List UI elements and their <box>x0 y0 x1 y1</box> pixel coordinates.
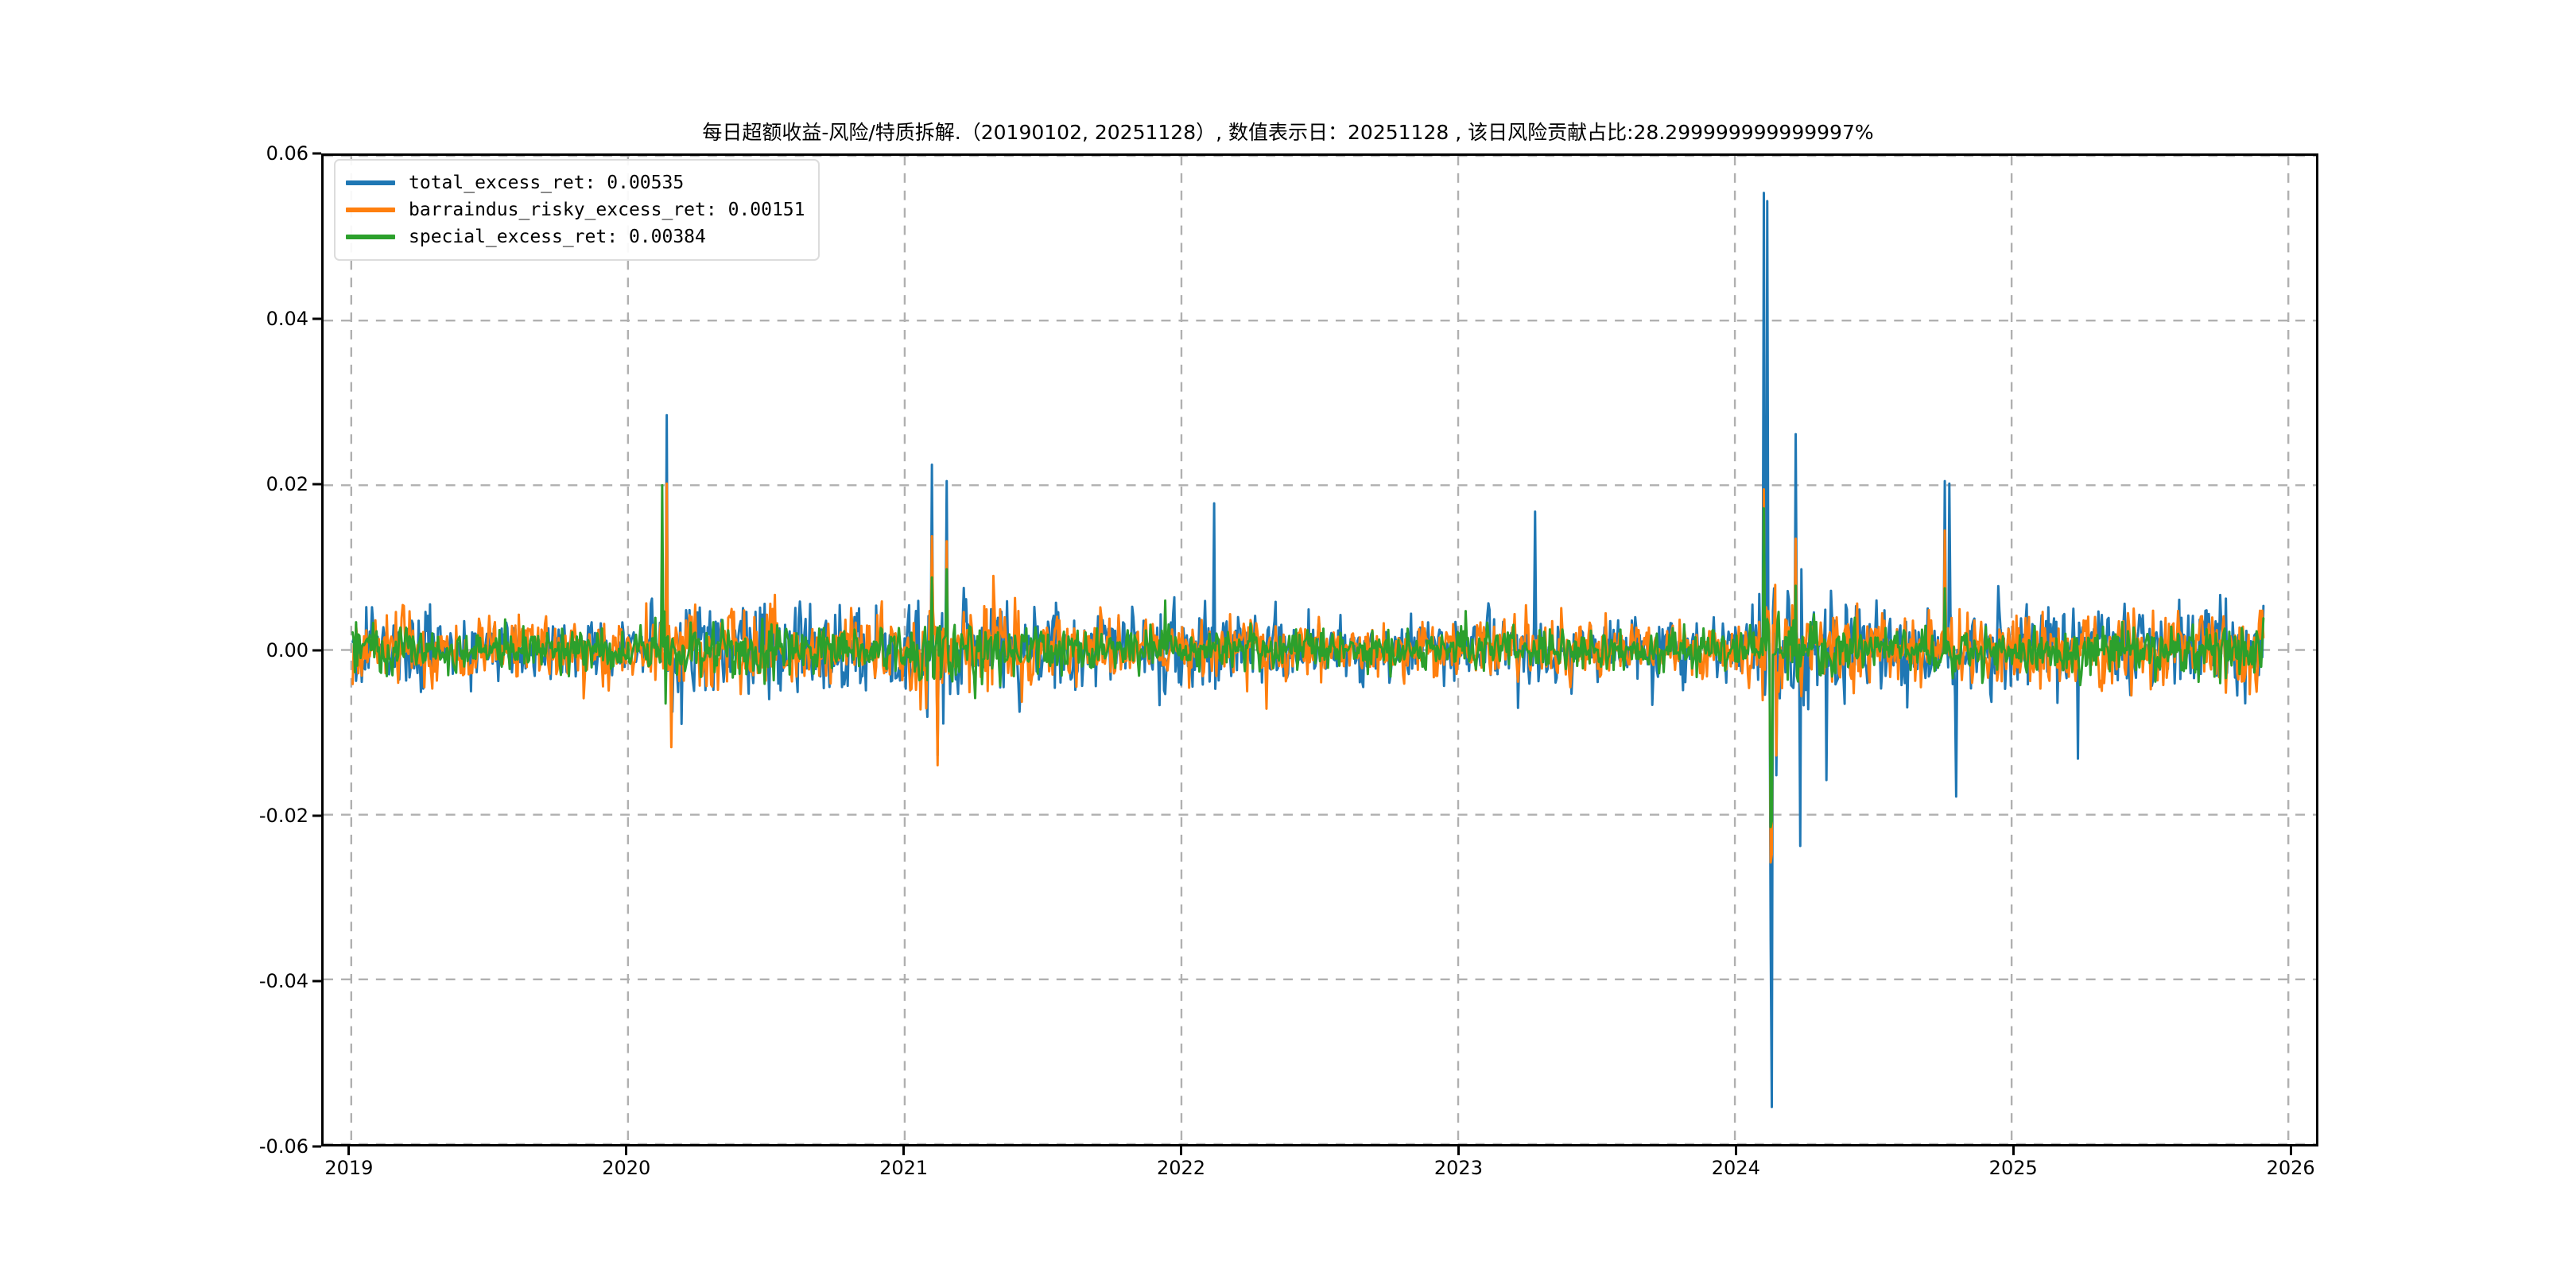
x-tick-mark <box>347 1146 351 1155</box>
y-tick-label: 0.04 <box>266 308 308 331</box>
legend-item-special_excess_ret: special_excess_ret: 0.00384 <box>346 223 805 250</box>
x-tick-label: 2021 <box>879 1157 929 1179</box>
x-tick-label: 2024 <box>1711 1157 1760 1179</box>
y-tick-mark <box>312 814 321 817</box>
x-tick-mark <box>2012 1146 2015 1155</box>
x-tick-label: 2019 <box>324 1157 374 1179</box>
legend-label-total_excess_ret: total_excess_ret: 0.00535 <box>409 173 685 193</box>
legend-label-barraindus_risky_excess_ret: barraindus_risky_excess_ret: 0.00151 <box>409 200 805 220</box>
y-tick-label: -0.04 <box>258 969 308 992</box>
y-tick-label: 0.00 <box>266 638 308 661</box>
x-tickmark-layer <box>321 1146 2318 1155</box>
series-lines <box>351 192 2265 1108</box>
legend-swatch-special_excess_ret <box>346 235 395 239</box>
chart-legend: total_excess_ret: 0.00535 barraindus_risk… <box>334 159 820 261</box>
y-tickmark-layer <box>312 152 321 1148</box>
y-tick-mark <box>312 317 321 320</box>
y-tick-label: -0.06 <box>258 1135 308 1158</box>
y-axis-tick-labels: 0.06 0.04 0.02 0.00 -0.02 -0.04 -0.06 <box>232 142 308 1158</box>
x-tick-mark <box>1457 1146 1460 1155</box>
legend-swatch-barraindus_risky_excess_ret <box>346 208 395 212</box>
x-axis-tick-labels: 2019 2020 2021 2022 2023 2024 2025 2026 <box>321 1157 2318 1189</box>
series-line-special_excess_ret <box>351 483 2265 828</box>
chart-title: 每日超额收益-风险/特质拆解.（20190102, 20251128）, 数值表… <box>702 121 1874 144</box>
x-tick-mark <box>625 1146 628 1155</box>
x-tick-mark <box>902 1146 906 1155</box>
legend-item-barraindus_risky_excess_ret: barraindus_risky_excess_ret: 0.00151 <box>346 196 805 223</box>
plot-area <box>321 153 2318 1146</box>
x-tick-label: 2023 <box>1433 1157 1483 1179</box>
x-tick-mark <box>2289 1146 2292 1155</box>
legend-label-special_excess_ret: special_excess_ret: 0.00384 <box>409 227 706 247</box>
legend-item-total_excess_ret: total_excess_ret: 0.00535 <box>346 169 805 196</box>
plot-clip <box>324 156 2316 1144</box>
y-tick-label: 0.06 <box>266 142 308 165</box>
y-tick-mark <box>312 483 321 486</box>
series-line-barraindus_risky_excess_ret <box>351 482 2265 864</box>
y-tick-mark <box>312 980 321 983</box>
x-tick-label: 2022 <box>1157 1157 1206 1179</box>
legend-swatch-total_excess_ret <box>346 180 395 185</box>
y-tick-mark <box>312 1145 321 1148</box>
x-tick-label: 2025 <box>1988 1157 2038 1179</box>
x-tick-mark <box>1734 1146 1737 1155</box>
x-tick-label: 2026 <box>2266 1157 2315 1179</box>
y-tick-label: 0.02 <box>266 473 308 496</box>
x-tick-mark <box>1180 1146 1183 1155</box>
x-tick-label: 2020 <box>602 1157 651 1179</box>
y-tick-mark <box>312 649 321 651</box>
y-tick-label: -0.02 <box>258 804 308 827</box>
y-tick-mark <box>312 152 321 155</box>
